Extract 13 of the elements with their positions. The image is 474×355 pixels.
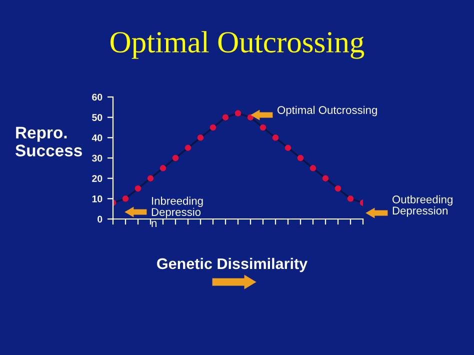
x-axis-title: Genetic Dissimilarity — [157, 258, 308, 272]
y-tick-label: 10 — [92, 195, 102, 202]
y-tick-label: 60 — [92, 94, 102, 101]
y-tick-label: 20 — [92, 175, 102, 182]
annotation: Inbreeding Depressio n — [152, 196, 203, 228]
y-tick-label: 50 — [92, 114, 102, 121]
y-tick-label: 30 — [92, 154, 102, 162]
y-tick-label: 0 — [98, 216, 102, 223]
y-axis-title: Repro. Success — [15, 126, 82, 156]
y-tick-label: 40 — [92, 134, 102, 142]
chart-title: Optimal Outcrossing — [110, 31, 364, 59]
text: Outbreeding Depression — [392, 195, 452, 217]
annotation: Optimal Outcrossing — [278, 106, 377, 116]
